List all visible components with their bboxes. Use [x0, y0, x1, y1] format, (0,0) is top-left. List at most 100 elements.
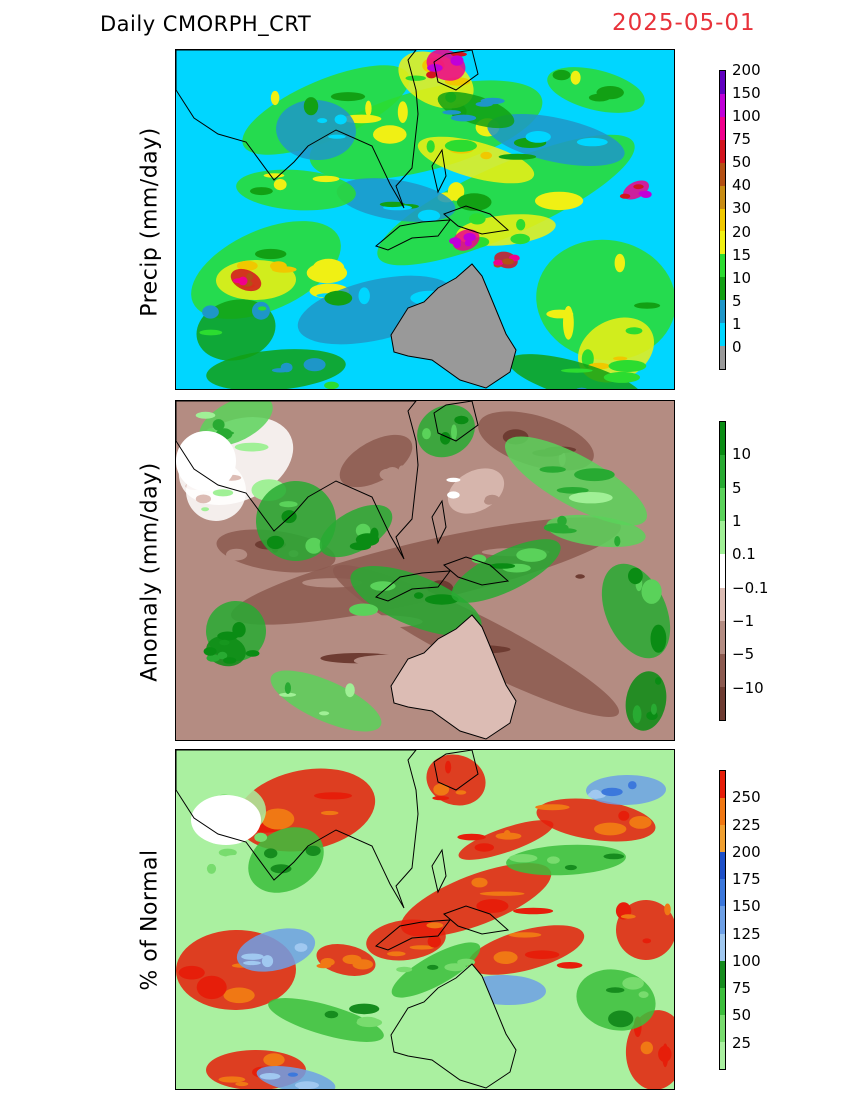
- precip-field-speckle: [263, 173, 285, 178]
- colorbar-label: −5: [732, 645, 755, 664]
- colorbar-label: 50: [732, 1006, 752, 1025]
- precip-field-speckle: [426, 71, 437, 79]
- percent-field-speckle: [224, 855, 244, 861]
- percent-field-speckle: [547, 856, 560, 864]
- percent-field-blob: [268, 998, 384, 1042]
- colorbar-label: 10: [732, 445, 752, 464]
- anomaly-map: [175, 400, 675, 741]
- percent-field-speckle: [471, 877, 488, 888]
- precip-colorbar: [719, 70, 726, 370]
- coastline: [390, 263, 517, 389]
- colorbar-label: 1: [732, 314, 742, 333]
- precip-map-canvas: [176, 50, 674, 389]
- colorbar-segment: [720, 825, 725, 853]
- colorbar-label: 75: [732, 979, 752, 998]
- precip-field-speckle: [324, 290, 353, 306]
- percent-field-speckle: [254, 832, 268, 842]
- coastline: [431, 148, 447, 194]
- colorbar-label: 125: [732, 924, 761, 943]
- precip-field-speckle: [312, 175, 340, 183]
- colorbar-segment: [720, 933, 725, 961]
- colorbar-label: 15: [732, 245, 752, 264]
- percent-field-speckle: [601, 787, 623, 797]
- percent-field-speckle: [241, 953, 264, 960]
- anomaly-field-speckle: [614, 536, 621, 547]
- colorbar-segment: [720, 960, 725, 988]
- precip-field-speckle: [270, 90, 280, 106]
- percent-field-speckle: [433, 783, 450, 796]
- colorbar-label: 40: [732, 176, 752, 195]
- anomaly-field-blob: [339, 434, 413, 488]
- precip-field-speckle: [625, 327, 643, 335]
- anomaly-field-speckle: [575, 574, 585, 579]
- anomaly-field-speckle: [266, 535, 285, 550]
- precip-field-speckle: [306, 262, 348, 284]
- precip-field-speckle: [493, 259, 504, 266]
- colorbar-segment: [720, 455, 725, 489]
- precip-field-speckle: [535, 191, 584, 211]
- anomaly-field-speckle: [451, 424, 457, 440]
- colorbar-label: 20: [732, 222, 752, 241]
- percent-field-speckle: [535, 804, 570, 811]
- anomaly-field-speckle: [332, 443, 358, 453]
- percent-field-speckle: [316, 963, 332, 969]
- percent-field-speckle: [320, 810, 339, 816]
- anomaly-field-speckle: [195, 494, 211, 504]
- colorbar-label: −1: [732, 612, 755, 630]
- percent-field-blob: [467, 925, 585, 975]
- percent-field-blob: [391, 942, 481, 998]
- percent-field-speckle: [264, 848, 278, 859]
- anomaly-field-speckle: [539, 466, 566, 473]
- colorbar-segment: [720, 488, 725, 522]
- percent-field-speckle: [349, 1003, 380, 1015]
- anomaly-field-blob: [546, 514, 646, 548]
- percent-field-speckle: [237, 788, 247, 798]
- colorbar-label: 5: [732, 478, 742, 497]
- colorbar-label: 50: [732, 153, 752, 172]
- percent-field-speckle: [324, 1010, 339, 1019]
- colorbar-segment: [720, 254, 725, 278]
- colorbar-label: 30: [732, 199, 752, 218]
- coastline: [390, 614, 517, 740]
- colorbar-segment: [720, 300, 725, 324]
- precip-field-blob: [487, 114, 625, 166]
- percent-field-speckle: [387, 951, 406, 957]
- precip-field-speckle: [561, 368, 593, 373]
- percent-field-speckle: [314, 792, 352, 800]
- percent-field-speckle: [493, 951, 518, 964]
- precip-field-speckle: [303, 97, 319, 116]
- precip-field-speckle: [576, 137, 608, 147]
- colorbar-segment: [720, 852, 725, 880]
- anomaly-axis-label: Anomaly (mm/day): [137, 462, 163, 682]
- precip-field-speckle: [405, 75, 426, 81]
- anomaly-field-speckle: [195, 411, 216, 419]
- colorbar-label: 200: [732, 61, 761, 79]
- percent-field-speckle: [357, 1016, 378, 1025]
- colorbar-segment: [720, 1014, 725, 1042]
- precip-field-speckle: [328, 134, 346, 139]
- percent-field-speckle: [603, 853, 625, 860]
- colorbar-label: −10: [732, 678, 764, 697]
- anomaly-field-speckle: [349, 603, 379, 616]
- precip-field-speckle: [608, 360, 647, 372]
- precip-field-speckle: [330, 92, 366, 102]
- percent-colorbar: [719, 770, 726, 1070]
- percent-field-speckle: [664, 903, 671, 916]
- percent-field-speckle: [503, 830, 511, 840]
- anomaly-field-speckle: [446, 477, 461, 483]
- precip-field: [191, 50, 674, 389]
- anomaly-field-speckle: [424, 594, 459, 605]
- anomaly-field-speckle: [245, 650, 260, 657]
- precip-field-speckle: [317, 118, 328, 124]
- colorbar-segment: [720, 521, 725, 555]
- precip-axis-label: Precip (mm/day): [137, 127, 163, 317]
- colorbar-segment: [720, 554, 725, 588]
- coastline: [176, 401, 419, 560]
- precip-field-speckle: [273, 179, 287, 191]
- percent-field-speckle: [243, 960, 261, 966]
- anomaly-field-speckle: [454, 415, 469, 425]
- percent-field-blob: [236, 928, 316, 972]
- anomaly-field-blob: [270, 670, 382, 732]
- coastlines: [176, 50, 517, 389]
- colorbar-segment: [720, 798, 725, 826]
